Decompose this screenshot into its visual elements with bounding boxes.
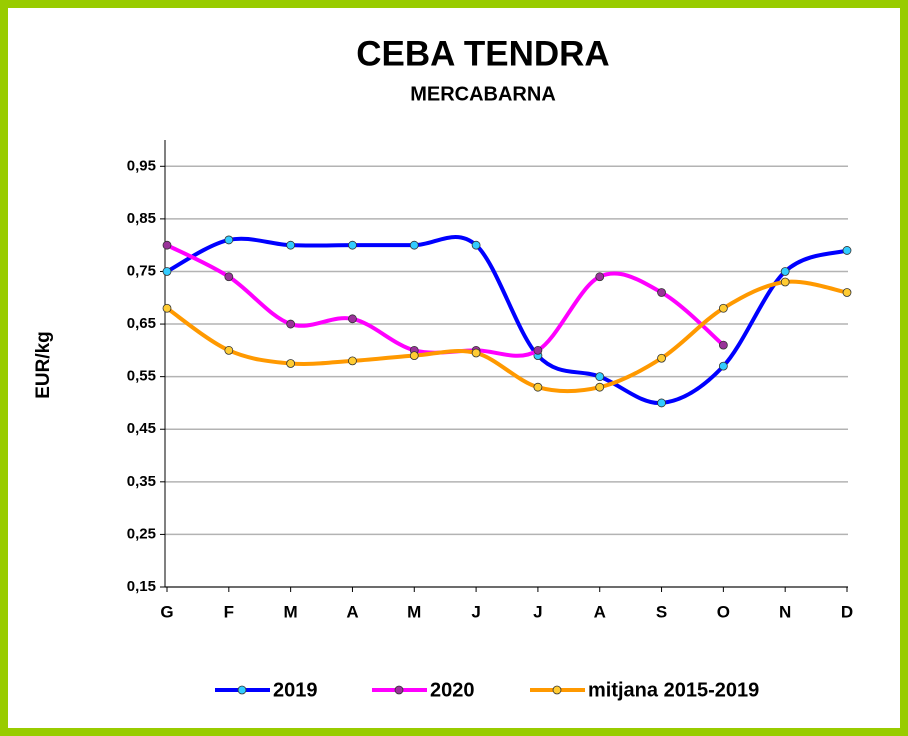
y-tick-label: 0,45 [127,420,156,437]
data-point [286,359,296,368]
x-tick-label: G [160,602,173,621]
y-axis-label: EUR/kg [33,331,54,399]
legend-label: mitjana 2015-2019 [588,679,759,701]
x-tick-label: J [533,602,542,621]
data-point [718,361,728,371]
data-point [224,345,234,355]
data-point [162,303,172,313]
series-line [165,279,849,394]
legend-label: 2020 [430,679,475,701]
y-tick-label: 0,35 [127,473,156,490]
x-tick-label: S [656,602,667,621]
legend-marker [552,685,562,695]
chart-subtitle: MERCABARNA [410,83,556,105]
data-point [657,288,666,297]
data-point [657,398,666,408]
data-point [409,240,419,250]
y-tick-label: 0,75 [127,262,156,279]
x-tick-label: O [717,602,730,621]
data-point [780,277,790,287]
y-tick-label: 0,85 [127,210,156,227]
data-point [533,345,543,355]
data-point [595,372,605,382]
data-point [409,351,419,361]
chart-title: CEBA TENDRA [356,34,609,73]
data-point [471,240,481,250]
x-tick-label: D [841,602,853,621]
y-tick-label: 0,25 [127,525,156,542]
data-point [718,303,728,313]
data-point [718,340,728,350]
legend-marker [394,685,404,695]
data-point [286,319,296,329]
data-point [595,272,605,282]
data-point [224,235,234,245]
data-point [842,246,852,255]
data-point [286,240,296,250]
data-point [348,356,357,366]
data-point [657,353,666,363]
data-point [533,382,543,392]
data-point [780,267,790,276]
data-point [162,267,172,276]
data-point [348,240,357,250]
data-point [162,240,172,250]
x-tick-label: F [224,602,234,621]
data-point [842,288,852,297]
data-point [348,314,357,324]
x-tick-label: N [779,602,791,621]
x-tick-label: A [346,602,358,621]
data-point [595,382,605,392]
y-tick-label: 0,15 [127,578,156,595]
data-point [224,272,234,282]
x-tick-label: M [407,602,421,621]
x-tick-label: J [471,602,480,621]
legend-marker [237,685,247,695]
y-tick-label: 0,65 [127,315,156,332]
x-tick-label: A [594,602,606,621]
y-tick-label: 0,55 [127,368,156,385]
x-tick-label: M [284,602,298,621]
y-tick-label: 0,95 [127,157,156,174]
legend-label: 2019 [273,679,318,701]
data-point [471,348,481,358]
